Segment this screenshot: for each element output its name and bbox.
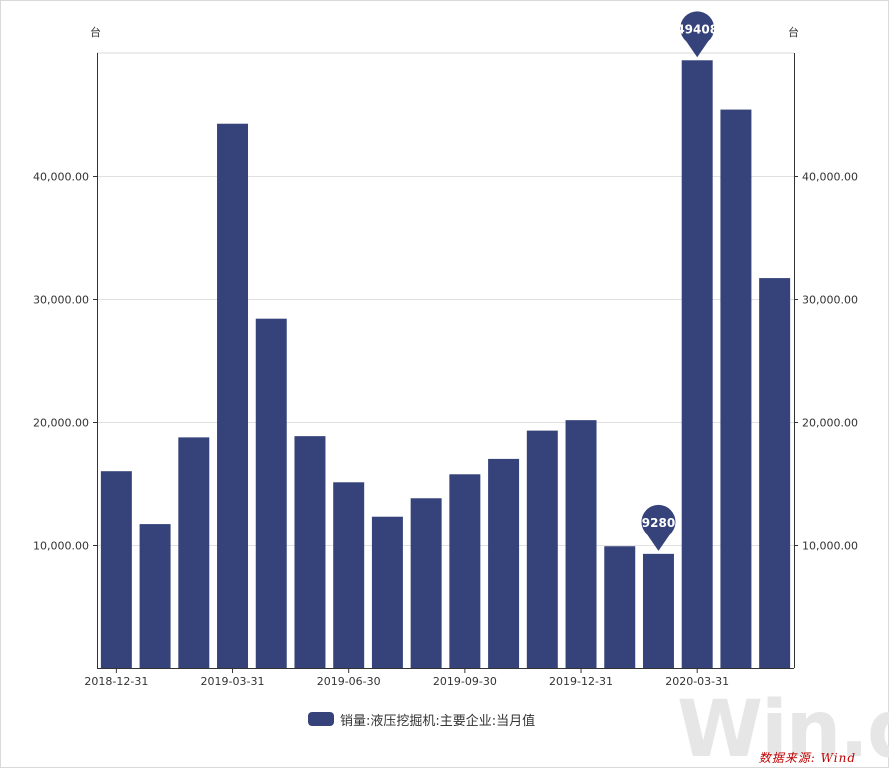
x-tick-label: 2019-09-30 xyxy=(433,675,497,688)
y-tick-label-right: 30,000.00 xyxy=(802,294,858,307)
bar[interactable] xyxy=(449,474,481,668)
bar[interactable] xyxy=(488,458,520,668)
bar[interactable] xyxy=(642,553,674,668)
annotations: 49408 9280 xyxy=(641,11,718,551)
pin-label: 9280 xyxy=(642,516,675,530)
y-tick-label-right: 10,000.00 xyxy=(802,540,858,553)
pin-label: 49408 xyxy=(676,22,718,36)
x-tick-label: 2019-06-30 xyxy=(317,675,381,688)
x-tick-label: 2019-12-31 xyxy=(549,675,613,688)
bar[interactable] xyxy=(604,546,636,668)
bar[interactable] xyxy=(255,318,287,668)
legend-label: 销量:液压挖掘机:主要企业:当月值 xyxy=(340,713,536,729)
bars xyxy=(100,60,791,669)
min-value-pin: 9280 xyxy=(641,504,676,551)
legend[interactable]: 销量:液压挖掘机:主要企业:当月值 xyxy=(308,709,535,729)
bar[interactable] xyxy=(100,471,132,668)
y-tick-label-left: 10,000.00 xyxy=(33,540,89,553)
bar[interactable] xyxy=(333,482,365,668)
bar[interactable] xyxy=(526,430,558,668)
bar[interactable] xyxy=(178,437,210,668)
bar[interactable] xyxy=(371,516,403,668)
x-tick-label: 2020-03-31 xyxy=(665,675,729,688)
y-tick-label-right: 40,000.00 xyxy=(802,171,858,184)
bar[interactable] xyxy=(217,123,249,669)
bar[interactable] xyxy=(294,436,326,668)
data-source-note: 数据来源: Wind xyxy=(758,751,856,765)
y-tick-label-left: 40,000.00 xyxy=(33,171,89,184)
left-axis-unit: 台 xyxy=(90,25,101,39)
x-tick-label: 2019-03-31 xyxy=(201,675,265,688)
bar[interactable] xyxy=(720,109,752,668)
right-axis-unit: 台 xyxy=(788,25,799,39)
axes xyxy=(93,53,798,673)
bar[interactable] xyxy=(139,524,171,668)
bar-chart: 10,000.00 10,000.00 20,000.00 20,000.00 30,0… xyxy=(33,11,858,689)
pin-shape xyxy=(680,11,715,58)
tick-labels: 10,000.00 10,000.00 20,000.00 20,000.00 30,0… xyxy=(33,171,858,689)
pin-shape xyxy=(641,504,676,551)
y-tick-label-left: 30,000.00 xyxy=(33,294,89,307)
bar[interactable] xyxy=(681,60,713,668)
y-tick-label-right: 20,000.00 xyxy=(802,417,858,430)
legend-swatch xyxy=(308,712,334,726)
y-tick-label-left: 20,000.00 xyxy=(33,417,89,430)
max-value-pin: 49408 xyxy=(676,11,718,58)
bar[interactable] xyxy=(759,278,791,668)
wind-watermark: Win.d xyxy=(677,685,889,775)
bar[interactable] xyxy=(410,498,442,668)
bar[interactable] xyxy=(565,420,597,668)
x-tick-label: 2018-12-31 xyxy=(84,675,148,688)
gridlines xyxy=(97,52,794,546)
